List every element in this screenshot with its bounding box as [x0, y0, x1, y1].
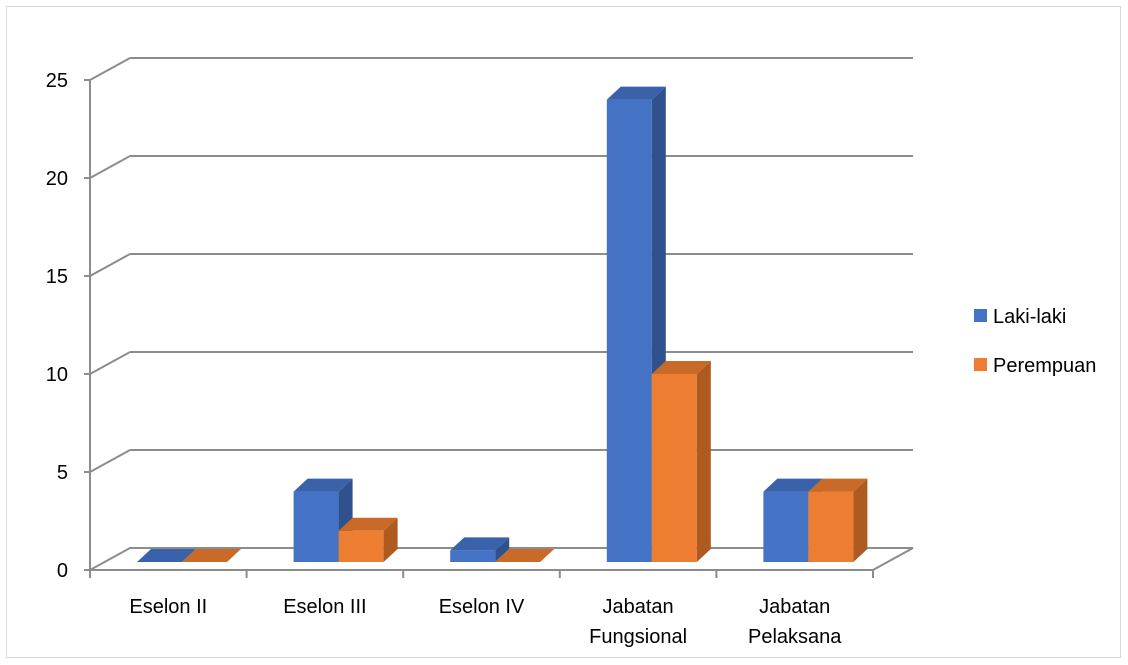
gridline-diagonal [89, 351, 131, 375]
bar-front [651, 374, 697, 562]
y-tick-label: 0 [57, 560, 68, 582]
bar-top [338, 517, 398, 531]
chart-walls [89, 547, 914, 571]
legend-swatch [974, 358, 987, 371]
bar-front [450, 550, 496, 562]
legend-label: Perempuan [993, 355, 1096, 377]
bar-top [763, 478, 823, 492]
bar-side [696, 361, 711, 562]
x-tick-label: Jabatan [759, 596, 830, 618]
legend-swatch [974, 309, 987, 322]
bar-front [606, 99, 652, 562]
gridlines [89, 57, 913, 473]
gridline-diagonal [89, 57, 131, 81]
y-tick-label: 10 [46, 364, 68, 386]
bar-side [495, 537, 510, 562]
bar-front [808, 491, 854, 562]
bar-front [293, 491, 339, 562]
bar-top [293, 478, 353, 492]
x-tick-label: Eselon III [283, 596, 366, 618]
x-tick-label: Eselon II [129, 596, 207, 618]
y-tick-label: 25 [46, 70, 68, 92]
x-tick-label: Pelaksana [748, 626, 842, 648]
bar-top [651, 361, 711, 374]
gridline-diagonal [89, 253, 131, 277]
gridline-diagonal [89, 155, 131, 179]
bar-top [182, 549, 241, 562]
x-tick-label: Eselon IV [439, 596, 525, 618]
bar-side [853, 478, 868, 562]
y-tick-labels: 0 5 10 15 20 25 [46, 70, 68, 582]
x-tick-label: Fungsional [589, 626, 687, 648]
bar-front [338, 530, 384, 562]
bars [137, 86, 868, 562]
gridline-diagonal [89, 449, 131, 473]
bar-top [606, 86, 666, 100]
legend: Laki-laki Perempuan [974, 306, 1096, 377]
y-tick-label: 5 [57, 462, 68, 484]
bar-top [137, 549, 196, 562]
y-tick-label: 20 [46, 168, 68, 190]
bar-side [383, 517, 398, 562]
bar-top [808, 478, 868, 492]
axes [84, 79, 874, 578]
x-tick-labels: Eselon II Eselon III Eselon IV Jabatan Fungs… [129, 596, 842, 648]
bar-top [450, 537, 510, 551]
x-tick-label: Jabatan [603, 596, 674, 618]
y-tick-label: 15 [46, 266, 68, 288]
bar-front [763, 491, 809, 562]
legend-label: Laki-laki [993, 306, 1066, 328]
bar-top [495, 549, 555, 562]
chart-floor [89, 547, 914, 571]
